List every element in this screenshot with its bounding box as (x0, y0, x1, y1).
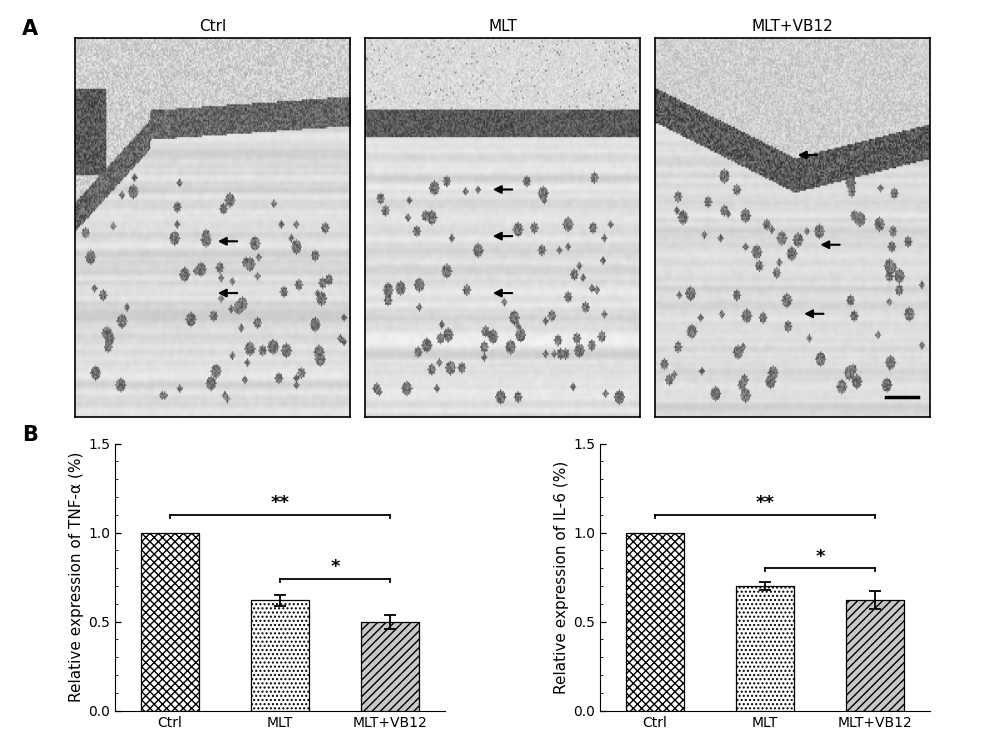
Title: MLT+VB12: MLT+VB12 (752, 19, 833, 34)
Bar (141, 532, 199, 711)
Title: MLT: MLT (488, 19, 517, 34)
Title: Ctrl: Ctrl (199, 19, 226, 34)
Text: *: * (330, 558, 340, 576)
Text: **: ** (756, 494, 774, 512)
Bar (626, 532, 684, 711)
Bar (736, 586, 794, 711)
Bar (251, 600, 309, 711)
Bar (361, 622, 419, 711)
Y-axis label: Relative expression of IL-6 (%): Relative expression of IL-6 (%) (554, 460, 569, 694)
Text: **: ** (270, 494, 290, 512)
Bar (846, 600, 904, 711)
Y-axis label: Relative expression of TNF-α (%): Relative expression of TNF-α (%) (69, 452, 84, 702)
Text: B: B (22, 425, 38, 445)
Text: A: A (22, 19, 38, 39)
Text: *: * (815, 547, 825, 566)
